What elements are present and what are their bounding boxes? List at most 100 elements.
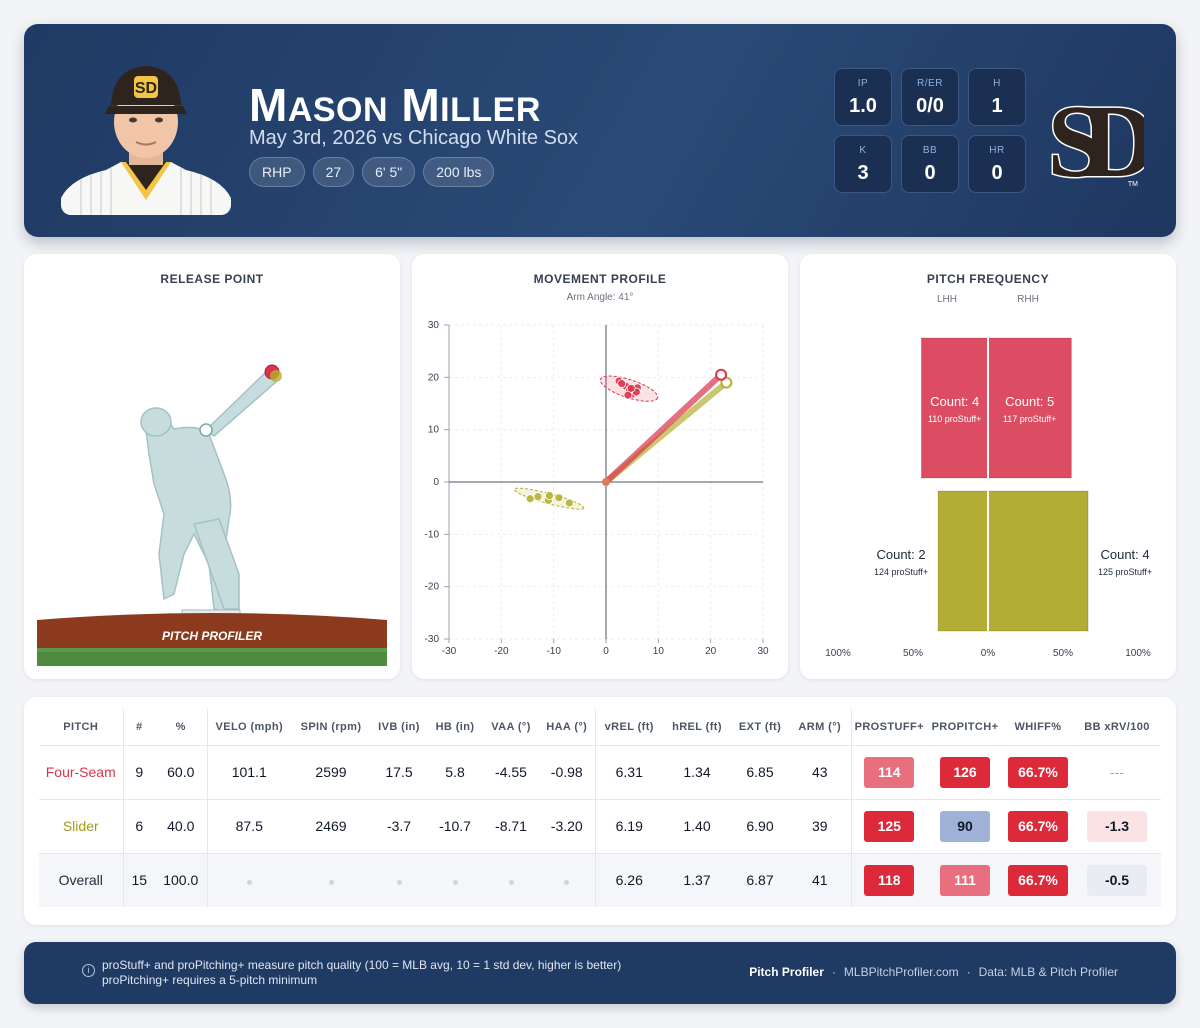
cell-pitch: Four-Seam — [39, 745, 124, 800]
col-ext: EXT (ft) — [731, 709, 789, 746]
table-header-row: PITCH # % VELO (mph) SPIN (rpm) IVB (in)… — [39, 709, 1161, 746]
cell-spin — [291, 853, 371, 907]
cell-ext: 6.87 — [731, 853, 789, 907]
empty-dot-icon — [328, 880, 334, 886]
col-hb: HB (in) — [427, 709, 483, 746]
cell-pitching: 126 — [927, 745, 1003, 800]
cell-spin: 2599 — [291, 745, 371, 800]
cell-spin: 2469 — [291, 799, 371, 854]
freq-x-tick: 100% — [1125, 648, 1151, 659]
movement-point-four-seam — [626, 383, 636, 393]
y-tick-label: 20 — [428, 372, 440, 383]
cell-stuff: 125 — [851, 799, 927, 854]
xrv-badge: -1.3 — [1087, 810, 1147, 842]
footer-separator: · — [966, 965, 971, 979]
freq-count-rhh-four-seam: Count: 5 — [1005, 394, 1054, 409]
cell-hb: 5.8 — [427, 745, 483, 800]
movement-point-slider — [525, 494, 535, 504]
player-name: MASON MILLER — [249, 78, 541, 132]
y-tick-label: 0 — [433, 477, 439, 488]
table-row: Slider 6 40.0 87.5 2469 -3.7 -10.7 -8.71 -3.20 6.… — [39, 799, 1161, 854]
first-rest: ASON — [287, 91, 389, 129]
first-initial: M — [249, 79, 288, 131]
movement-point-slider — [533, 492, 543, 502]
x-tick-label: 10 — [653, 646, 665, 657]
cell-ext: 6.90 — [731, 799, 789, 854]
tag-weight: 200 lbs — [423, 157, 495, 187]
arm-angle-subtitle: Arm Angle: 41° — [566, 292, 634, 303]
movement-chart: -30 -20 -10 0 10 20 30 30 20 10 0 -10 -20 -30 — [425, 320, 769, 657]
col-propitching: PROPITCH+ — [927, 709, 1003, 746]
empty-dot-icon — [452, 880, 458, 886]
col-ivb: IVB (in) — [371, 709, 427, 746]
cell-hrel: 1.34 — [663, 745, 731, 800]
cell-vaa — [483, 853, 539, 907]
freq-x-tick: 0% — [981, 648, 996, 659]
cell-pitch: Slider — [39, 799, 124, 854]
x-tick-label: -10 — [546, 646, 561, 657]
info-icon: i — [82, 964, 95, 977]
footer-notes: proStuff+ and proPitching+ measure pitch… — [102, 958, 621, 988]
cell-hrel: 1.40 — [663, 799, 731, 854]
empty-dot-icon — [396, 880, 402, 886]
cell-haa: -0.98 — [539, 745, 596, 800]
freq-bar-rhh-slider — [987, 490, 1089, 632]
pitching-badge: 111 — [940, 864, 990, 896]
cell-haa: -3.20 — [539, 799, 596, 854]
game-subtitle: May 3rd, 2026 vs Chicago White Sox — [249, 127, 579, 149]
footer-line-2: proPitching+ requires a 5-pitch minimum — [102, 973, 318, 987]
release-point-title: RELEASE POINT — [160, 272, 264, 286]
cell-whiff: 66.7% — [1003, 745, 1073, 800]
tag-age: 27 — [312, 157, 355, 187]
cell-pitch: Overall — [39, 853, 124, 907]
stat-ip: IP 1.0 — [834, 68, 892, 126]
cell-pct: 40.0 — [155, 799, 208, 854]
table-row: Four-Seam 9 60.0 101.1 2599 17.5 5.8 -4.55 -0.98… — [39, 745, 1161, 800]
frequency-chart: LHH RHH Count: 4 110 proStuff+ Count: 5 117 p… — [825, 294, 1152, 659]
trademark-mark: TM — [1128, 181, 1138, 188]
release-point-card: RELEASE POINT PITCH PROFILER — [24, 254, 400, 679]
empty-dot-icon — [564, 880, 570, 886]
mound-brand: PITCH PROFILER — [162, 629, 262, 643]
team-logo-icon: SD TM — [1040, 70, 1176, 201]
col-pitch: PITCH — [39, 709, 124, 746]
pitch-frequency-title: PITCH FREQUENCY — [926, 272, 1050, 286]
cell-velo: 87.5 — [207, 799, 291, 854]
svg-text:SD: SD — [1048, 84, 1144, 192]
lhh-label: LHH — [937, 294, 957, 305]
rhh-label: RHH — [1017, 294, 1039, 305]
footer-separator: · — [831, 965, 836, 979]
cell-vrel: 6.31 — [595, 745, 663, 800]
player-photo: SD — [61, 50, 231, 215]
freq-x-tick: 50% — [903, 648, 923, 659]
cell-arm: 43 — [789, 745, 852, 800]
freq-stuff-rhh-four-seam: 117 proStuff+ — [1003, 414, 1056, 424]
release-dot-slider — [270, 370, 282, 382]
arm-vector-end-four-seam — [715, 368, 728, 381]
whiff-badge: 66.7% — [1008, 864, 1068, 896]
svg-text:SD: SD — [135, 80, 157, 97]
cell-xrv: -1.3 — [1073, 799, 1161, 854]
freq-stuff-lhh-slider: 124 proStuff+ — [874, 567, 928, 577]
freq-count-lhh-slider: Count: 2 — [876, 547, 925, 562]
last-initial: M — [401, 79, 441, 131]
y-tick-label: -20 — [425, 582, 440, 593]
cell-whiff: 66.7% — [1003, 853, 1073, 907]
cell-hb: -10.7 — [427, 799, 483, 854]
y-tick-label: 30 — [428, 320, 440, 331]
pitching-badge: 126 — [940, 756, 990, 788]
cell-ivb: -3.7 — [371, 799, 427, 854]
xrv-badge: --- — [1110, 764, 1124, 780]
cell-haa — [539, 853, 596, 907]
stuff-badge: 118 — [864, 864, 915, 896]
freq-count-rhh-slider: Count: 4 — [1100, 547, 1149, 562]
footer-site-link[interactable]: MLBPitchProfiler.com — [843, 965, 959, 979]
col-prostuff: PROSTUFF+ — [851, 709, 927, 746]
y-tick-label: -10 — [425, 529, 440, 540]
movement-point-slider — [554, 493, 564, 503]
arm-vector-four-seam — [603, 371, 725, 485]
pitch-table-card: PITCH # % VELO (mph) SPIN (rpm) IVB (in)… — [24, 697, 1176, 925]
col-xrv: BB xRV/100 — [1073, 709, 1161, 746]
